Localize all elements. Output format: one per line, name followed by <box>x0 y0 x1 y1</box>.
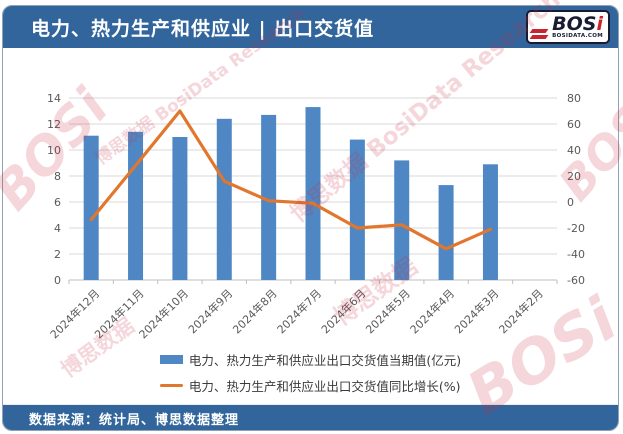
line-series <box>89 109 493 251</box>
bar <box>128 131 144 280</box>
logo-stripe-icon <box>529 35 549 39</box>
x-axis-category-label: 2024年9月 <box>185 286 235 336</box>
right-axis-tick-label: 80 <box>567 92 581 105</box>
x-axis-category-label: 2024年3月 <box>451 286 501 336</box>
chart-canvas: 02468101214-60-40-200204060802024年12月202… <box>47 92 585 341</box>
right-axis-tick-label: -40 <box>567 248 585 261</box>
legend-item-bar-series: 电力、热力生产和供应业出口交货值当期值(亿元) <box>159 350 462 369</box>
bar <box>349 139 365 280</box>
logo-stripe-icon <box>529 29 549 33</box>
source-bar: 数据来源：统计局、博思数据整理 <box>3 404 618 430</box>
right-axis-tick-label: 60 <box>567 118 581 131</box>
bar <box>394 160 410 280</box>
chart-legend: 电力、热力生产和供应业出口交货值当期值(亿元) 电力、热力生产和供应业出口交货值… <box>159 350 462 395</box>
bar-series-swatch <box>159 355 183 364</box>
x-axis-category-label: 2024年5月 <box>363 286 413 336</box>
legend-label: 电力、热力生产和供应业出口交货值同比增长(%) <box>188 379 461 394</box>
x-axis-category-label: 2024年2月 <box>496 286 546 336</box>
left-axis-tick-label: 14 <box>47 92 61 105</box>
logo-text-i: i <box>596 12 603 35</box>
logo-wordmark: BOSi <box>552 12 603 35</box>
left-axis-tick-label: 10 <box>47 144 61 157</box>
logo-text-main: BOS <box>552 12 597 35</box>
data-source-text: 数据来源：统计局、博思数据整理 <box>29 413 240 428</box>
right-axis-tick-label: 0 <box>567 196 574 209</box>
bar <box>216 118 232 280</box>
left-axis-tick-label: 12 <box>47 118 61 131</box>
right-axis-tick-label: 20 <box>567 170 581 183</box>
x-axis-category-label: 2024年8月 <box>230 286 280 336</box>
x-axis-category-label: 2024年7月 <box>274 286 324 336</box>
right-axis-tick-label: -60 <box>567 274 585 287</box>
bar <box>172 137 188 280</box>
chart-panel: 0 2 4 6 8 10 12 14 -60 -40 -20 0 20 40 60 80 2024年12月 202… <box>3 48 618 404</box>
page-title: 电力、热力生产和供应业 | 出口交货值 <box>31 17 375 40</box>
legend-label: 电力、热力生产和供应业出口交货值当期值(亿元) <box>188 353 462 368</box>
title-bar: 电力、热力生产和供应业 | 出口交货值 BOSi BOSIDATA.COM <box>3 6 618 48</box>
report-card: 电力、热力生产和供应业 | 出口交货值 BOSi BOSIDATA.COM 0 2… <box>2 5 619 431</box>
left-axis-tick-label: 4 <box>54 222 61 235</box>
left-axis-tick-label: 6 <box>54 196 61 209</box>
left-axis-tick-label: 8 <box>54 170 61 183</box>
left-axis-tick-label: 2 <box>54 248 61 261</box>
left-axis-tick-label: 0 <box>54 274 61 287</box>
right-axis-tick-label: -20 <box>567 222 585 235</box>
bar <box>83 135 99 280</box>
x-axis-category-label: 2024年4月 <box>407 286 457 336</box>
legend-item-line-series: 电力、热力生产和供应业出口交货值同比增长(%) <box>159 376 461 395</box>
bosi-logo: BOSi BOSIDATA.COM <box>526 10 610 44</box>
logo-site-url: BOSIDATA.COM <box>552 32 603 39</box>
right-axis-tick-label: 40 <box>567 144 581 157</box>
bar <box>482 164 498 280</box>
bar <box>305 107 321 280</box>
bar <box>261 114 277 281</box>
x-axis-category-label: 2024年6月 <box>318 286 368 336</box>
bar <box>438 185 454 280</box>
line-series-swatch <box>159 384 183 387</box>
